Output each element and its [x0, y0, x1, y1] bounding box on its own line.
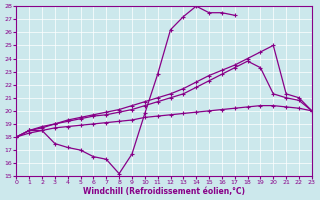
X-axis label: Windchill (Refroidissement éolien,°C): Windchill (Refroidissement éolien,°C)	[83, 187, 245, 196]
